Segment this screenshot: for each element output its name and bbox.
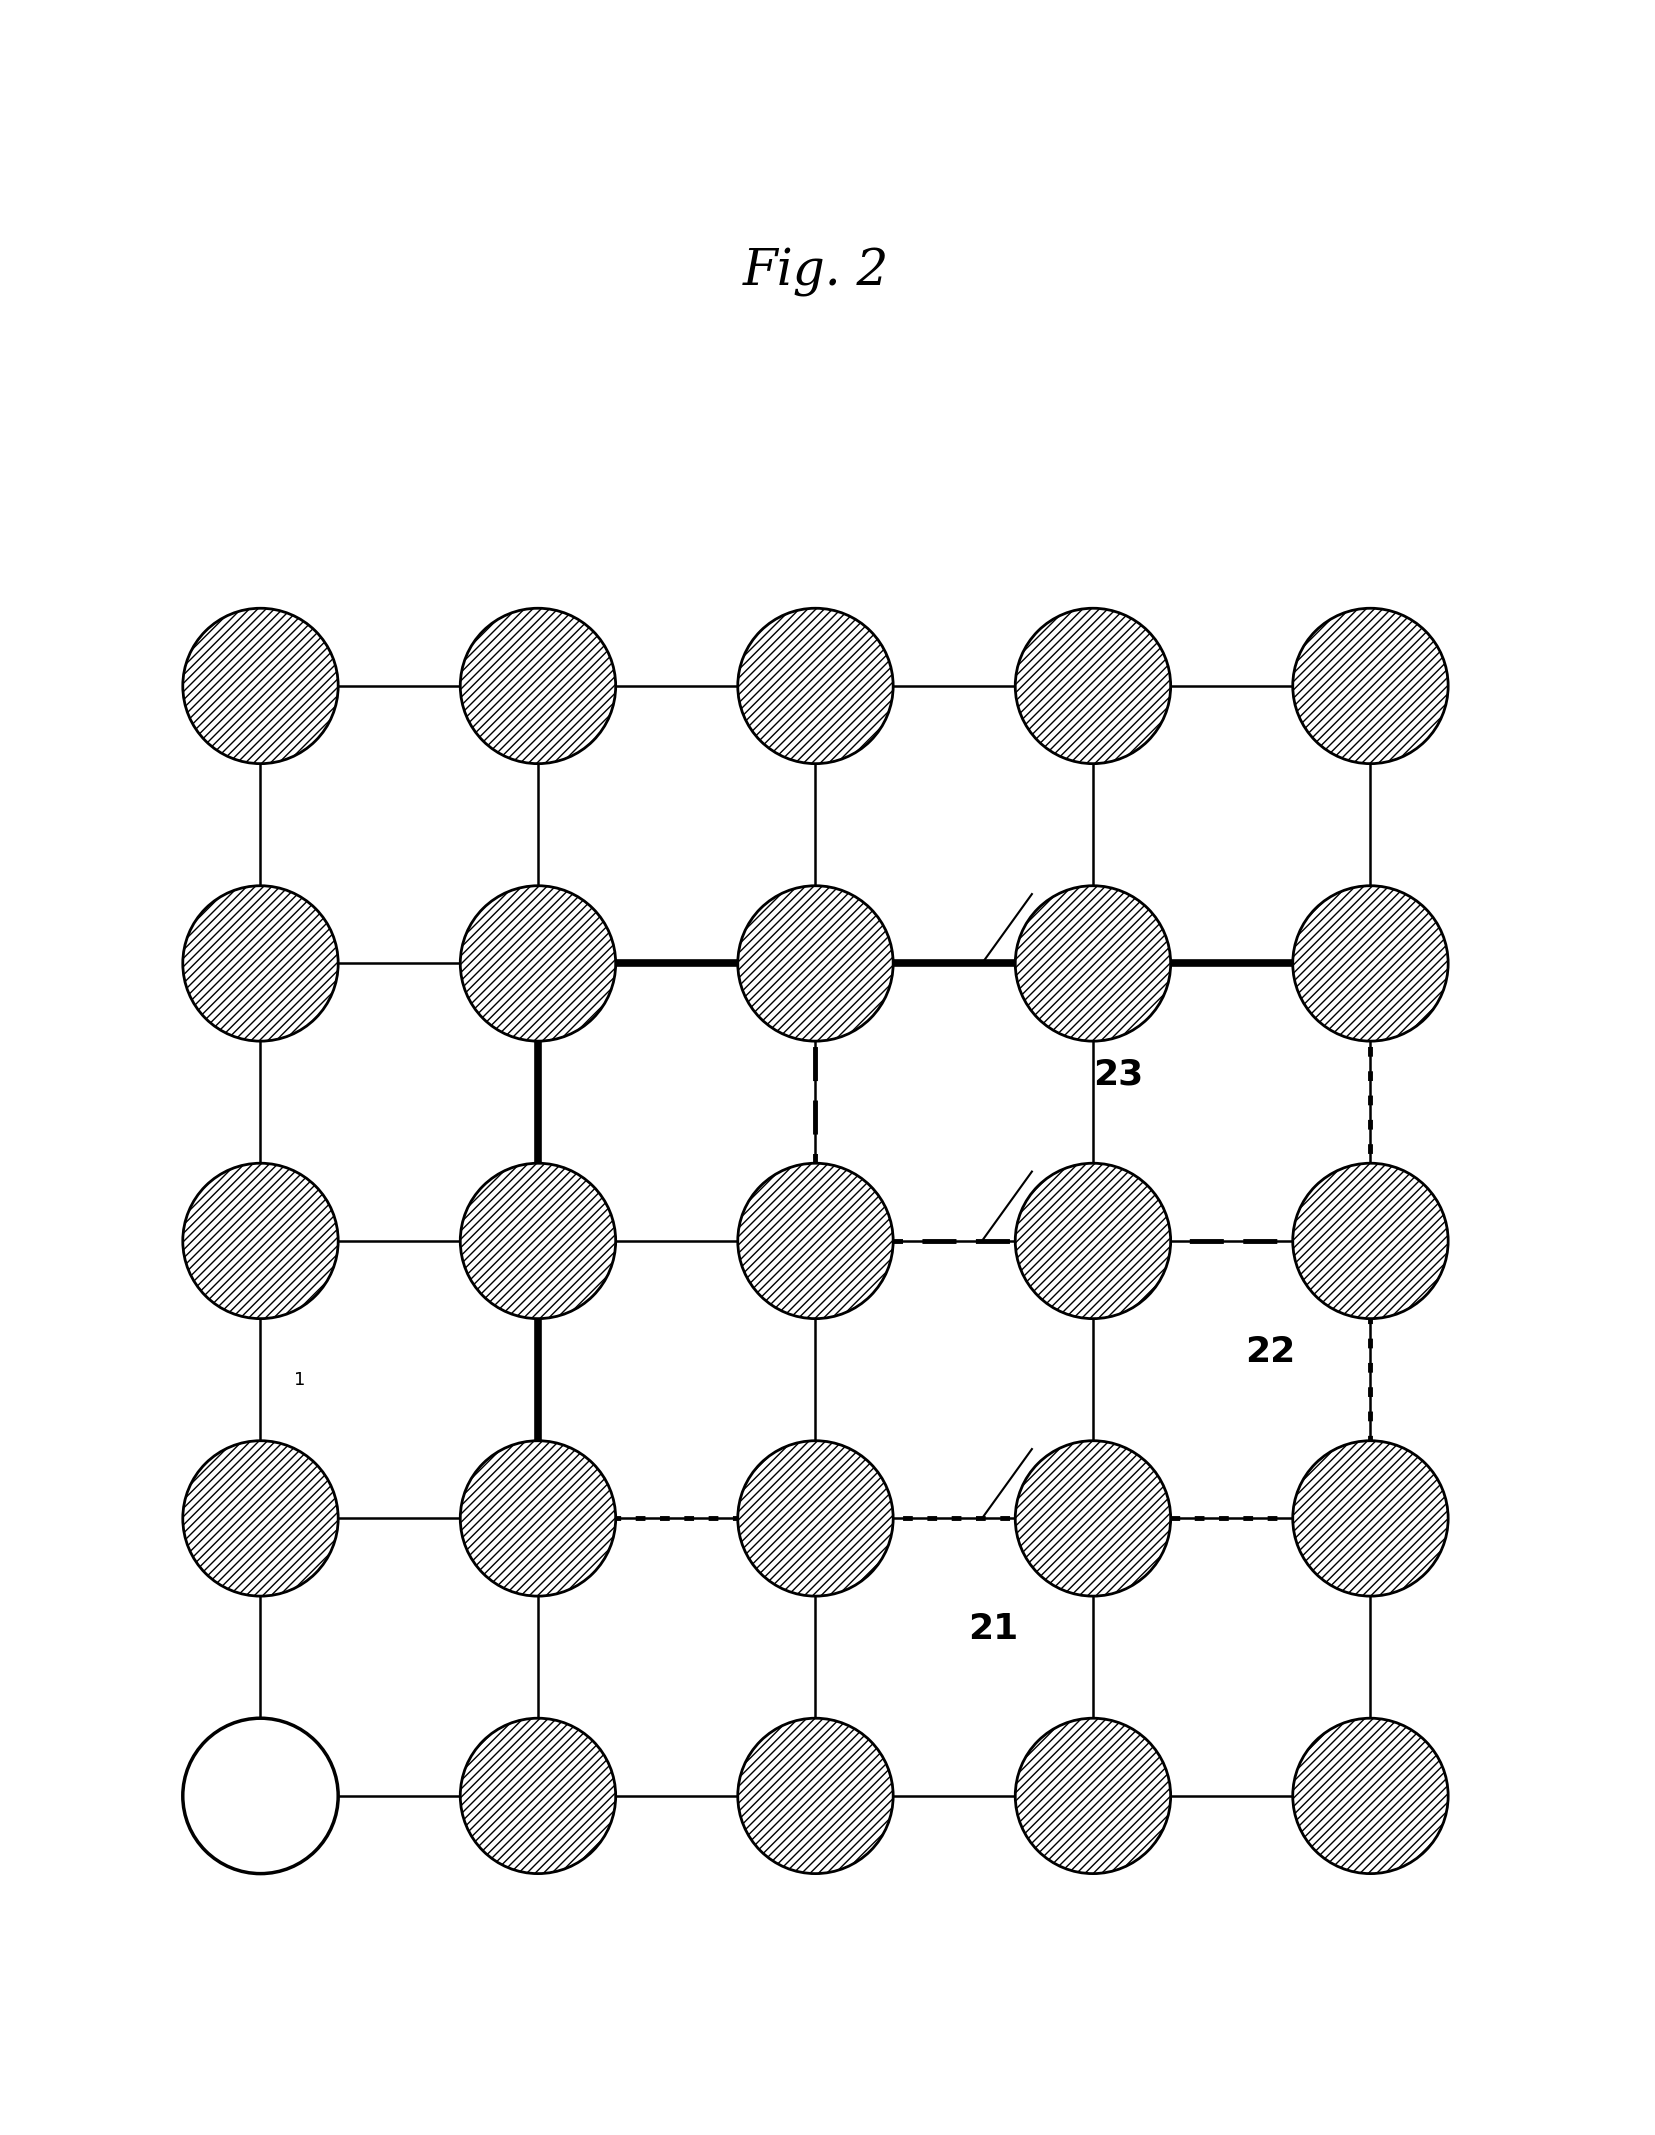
Circle shape <box>182 1719 338 1875</box>
Text: 1: 1 <box>293 1371 305 1388</box>
Text: 22: 22 <box>1245 1334 1296 1369</box>
Circle shape <box>182 608 338 764</box>
Circle shape <box>460 886 616 1042</box>
Circle shape <box>738 1719 892 1875</box>
Circle shape <box>1293 886 1446 1042</box>
Circle shape <box>182 1164 338 1319</box>
Circle shape <box>738 608 892 764</box>
Circle shape <box>460 608 616 764</box>
Circle shape <box>738 1441 892 1597</box>
Text: 23: 23 <box>1092 1057 1142 1091</box>
Circle shape <box>1293 1164 1446 1319</box>
Circle shape <box>1015 1441 1170 1597</box>
Circle shape <box>182 886 338 1042</box>
Circle shape <box>1015 608 1170 764</box>
Circle shape <box>460 1164 616 1319</box>
Circle shape <box>1015 886 1170 1042</box>
Circle shape <box>1293 1719 1446 1875</box>
Circle shape <box>1293 1441 1446 1597</box>
Text: Fig. 2: Fig. 2 <box>741 248 889 297</box>
Circle shape <box>460 1441 616 1597</box>
Circle shape <box>1015 1719 1170 1875</box>
Circle shape <box>460 1719 616 1875</box>
Circle shape <box>1015 1164 1170 1319</box>
Text: 21: 21 <box>968 1612 1018 1646</box>
Circle shape <box>1293 608 1446 764</box>
Circle shape <box>738 1164 892 1319</box>
Circle shape <box>738 886 892 1042</box>
Circle shape <box>182 1441 338 1597</box>
